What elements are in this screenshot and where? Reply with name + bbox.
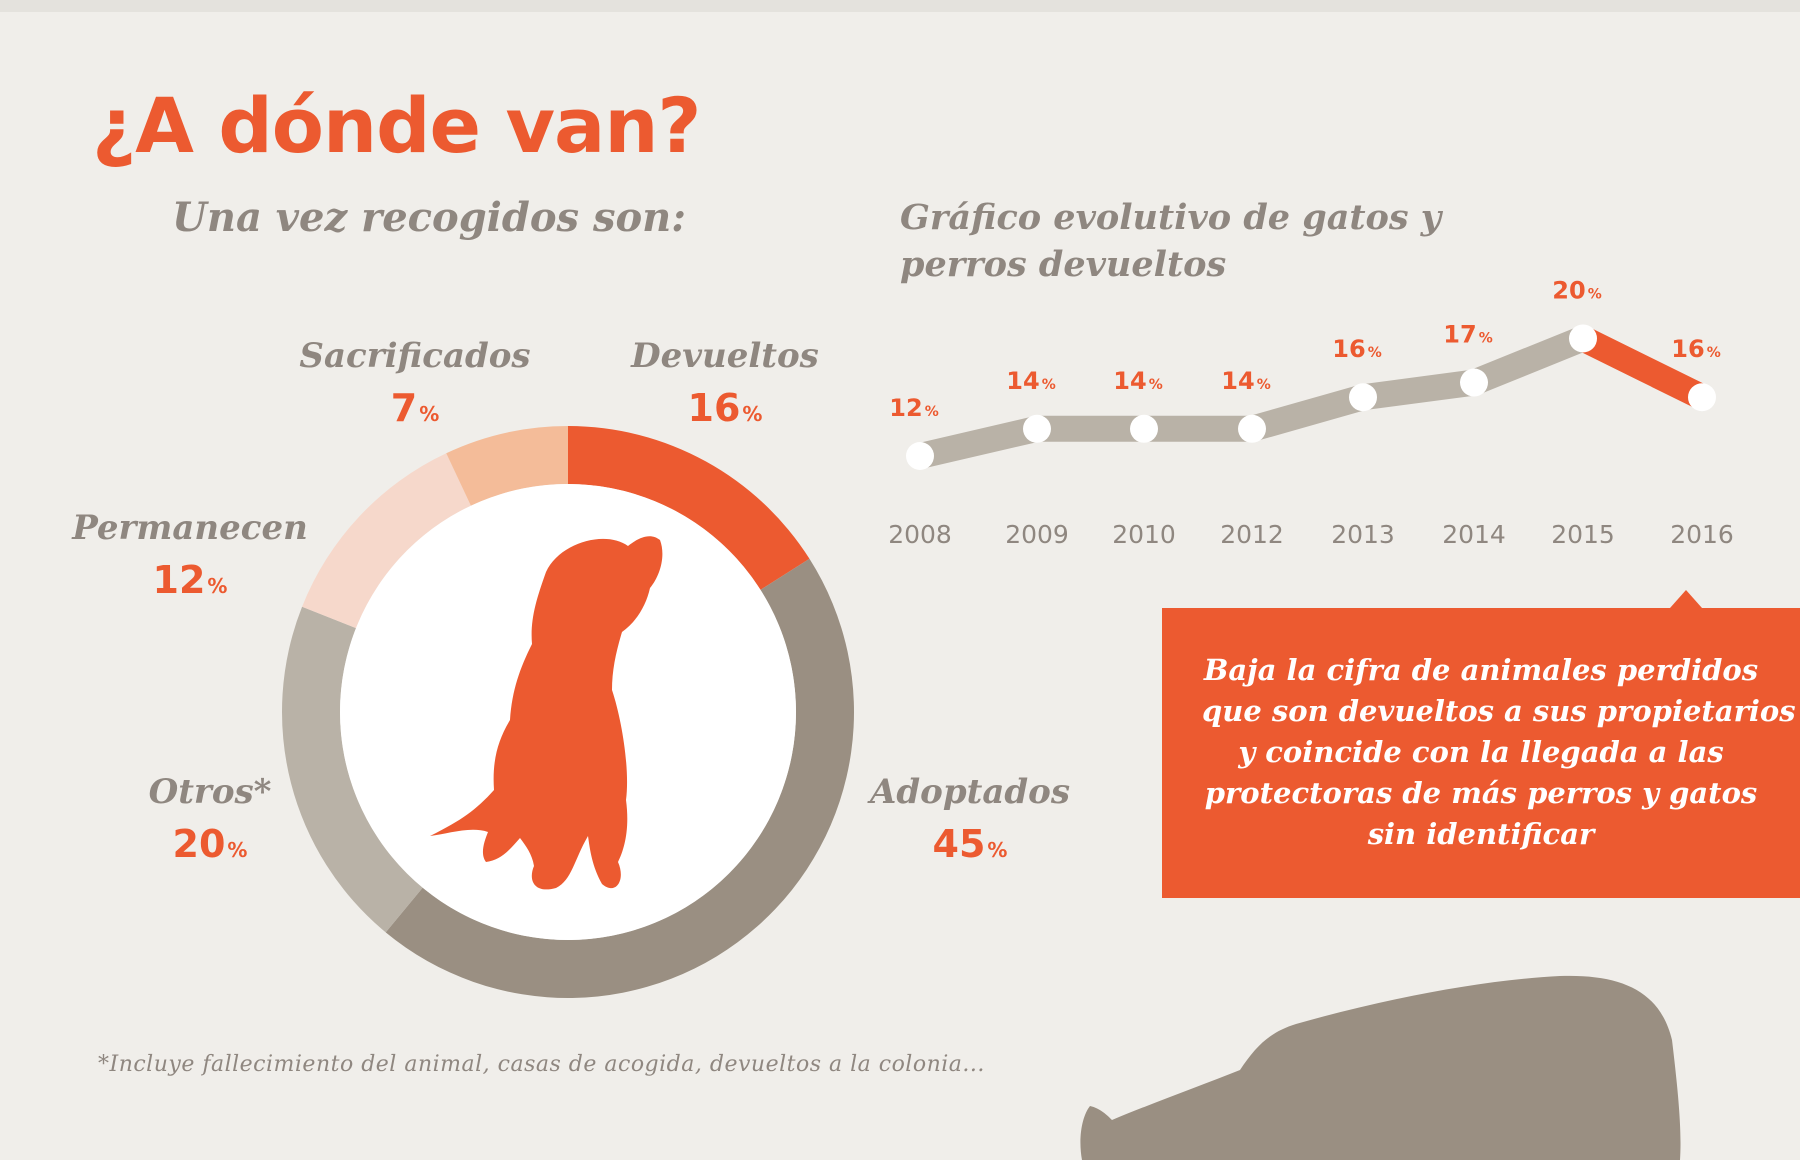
- label-otros: Otros* 20%: [100, 772, 320, 866]
- line-point: [1238, 414, 1266, 443]
- slice-label: Permanecen: [72, 508, 308, 548]
- line-series-last-segment: [1570, 325, 1715, 411]
- page-title: ¿A dónde van?: [92, 81, 702, 170]
- slice-label: Otros*: [148, 772, 272, 812]
- donut-slice-adoptados: [385, 558, 854, 998]
- slice-label: Sacrificados: [299, 336, 531, 376]
- donut-slice-sacrificados: [446, 426, 568, 506]
- line-chart-title: Gráfico evolutivo de gatos y perros devu…: [900, 197, 1442, 285]
- dog-silhouette-icon: [430, 536, 663, 890]
- callout-line: que son devueltos a sus propietarios: [1202, 694, 1796, 728]
- slice-label: Devueltos: [631, 336, 819, 376]
- line-value-label: 16%: [1332, 335, 1381, 363]
- label-permanecen: Permanecen 12%: [60, 508, 320, 602]
- line-point: [1023, 414, 1051, 443]
- donut-slice-permanecen: [302, 453, 471, 629]
- callout-line: y coincide con la llegada a las: [1238, 735, 1724, 769]
- donut-slice-devueltos: [568, 426, 810, 590]
- slice-value: 12%: [152, 558, 228, 602]
- line-value-label: 17%: [1443, 321, 1492, 349]
- x-tick-label: 2008: [888, 520, 952, 549]
- donut-subtitle: Una vez recogidos son:: [172, 194, 687, 241]
- line-chart: 12 % 2008 14 % 2009 14 % 2010 14 % 2012 16 % 2013 17 % 20…: [888, 276, 1734, 608]
- callout-line: Baja la cifra de animales perdidos: [1203, 653, 1759, 687]
- x-tick-label: 2010: [1112, 520, 1176, 549]
- slice-value: 45%: [932, 822, 1008, 866]
- line-point: [1349, 383, 1377, 412]
- x-tick-label: 2012: [1220, 520, 1284, 549]
- slice-label: Adoptados: [870, 772, 1070, 812]
- cat-silhouette-icon: [1080, 975, 1681, 1160]
- label-adoptados: Adoptados 45%: [860, 772, 1080, 866]
- line-point: [1130, 414, 1158, 443]
- slice-value: 16%: [687, 386, 763, 430]
- callout-pointer: [1670, 590, 1702, 608]
- donut-slice-otros: [281, 606, 423, 933]
- line-point: [1569, 324, 1597, 353]
- line-point: [906, 442, 934, 470]
- line-point: [1460, 368, 1488, 397]
- x-tick-label: 2014: [1442, 520, 1506, 549]
- x-tick-label: 2016: [1670, 520, 1734, 549]
- slice-value: 7%: [390, 386, 440, 430]
- line-value-label: 20%: [1552, 276, 1601, 304]
- line-value-label: 12%: [889, 394, 938, 422]
- label-sacrificados: Sacrificados 7%: [290, 336, 540, 430]
- footnote: *Incluye fallecimiento del animal, casas…: [98, 1052, 985, 1077]
- line-point: [1688, 383, 1716, 412]
- callout-box: Baja la cifra de animales perdidos que s…: [1162, 608, 1800, 898]
- line-value-label: 14%: [1221, 367, 1270, 395]
- line-value-label: 14%: [1113, 367, 1162, 395]
- line-value-label: 16%: [1671, 335, 1720, 363]
- x-tick-label: 2009: [1005, 520, 1069, 549]
- callout-line: sin identificar: [1367, 817, 1595, 851]
- slice-value: 20%: [172, 822, 248, 866]
- label-devueltos: Devueltos 16%: [600, 336, 850, 430]
- top-bar: [0, 0, 1800, 12]
- callout-line: protectoras de más perros y gatos: [1204, 776, 1758, 810]
- x-tick-label: 2013: [1331, 520, 1395, 549]
- x-tick-label: 2015: [1551, 520, 1615, 549]
- line-value-label: 14%: [1006, 367, 1055, 395]
